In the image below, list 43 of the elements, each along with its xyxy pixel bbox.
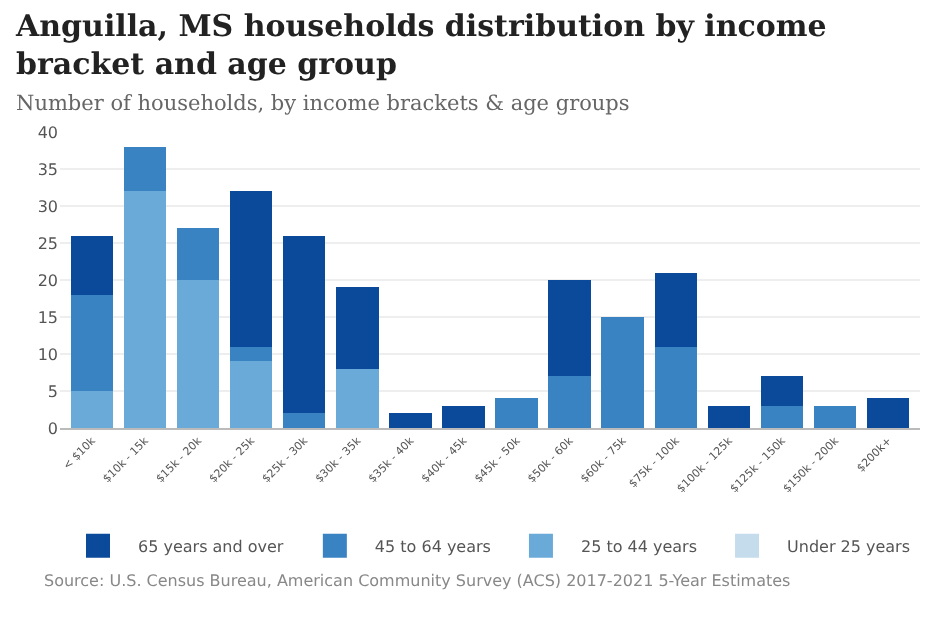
bar: [229, 346, 273, 362]
bar: [601, 317, 644, 428]
bar: [282, 235, 326, 414]
bar: [70, 235, 114, 295]
legend-label: 25 to 44 years: [580, 538, 698, 557]
bar: [813, 405, 857, 428]
chart-title: Anguilla, MS households distribution by income bracket and age group: [16, 8, 829, 84]
bar: [442, 405, 485, 428]
y-tick-label: 30: [37, 197, 58, 216]
bar: [70, 391, 114, 428]
bar: [654, 346, 698, 428]
bar: [229, 191, 273, 347]
bar: [760, 405, 804, 428]
legend-label: Under 25 years: [787, 538, 911, 557]
bar: [389, 413, 432, 428]
legend-label: 45 to 64 years: [374, 538, 491, 557]
bar: [866, 398, 910, 428]
bar: [176, 228, 220, 280]
bar: [760, 376, 804, 406]
bar: [707, 405, 751, 428]
y-tick-label: 5: [47, 382, 58, 401]
y-tick-label: 35: [37, 160, 58, 179]
bar: [176, 280, 220, 428]
y-tick-label: 15: [37, 308, 58, 327]
source-note: Source: U.S. Census Bureau, American Community Survey (ACS) 2017-2021 5-Year Estimates: [44, 572, 791, 590]
y-tick-label: 10: [37, 345, 58, 364]
y-tick-label: 25: [37, 234, 58, 253]
y-tick-label: 40: [37, 123, 58, 142]
bar: [123, 146, 167, 192]
y-tick-label: 20: [37, 271, 58, 290]
bar: [336, 287, 379, 369]
bar: [495, 398, 538, 428]
bar: [229, 361, 273, 428]
bar: [123, 191, 167, 428]
bar: [336, 368, 379, 428]
bar: [70, 294, 114, 391]
y-tick-label: 0: [47, 419, 58, 438]
bar: [282, 413, 326, 428]
bar: [654, 272, 698, 347]
bar: [548, 376, 591, 428]
legend-label: 65 years and over: [138, 538, 285, 557]
chart-subtitle: Number of households, by income brackets & age groups: [16, 92, 630, 116]
bar: [548, 280, 591, 377]
